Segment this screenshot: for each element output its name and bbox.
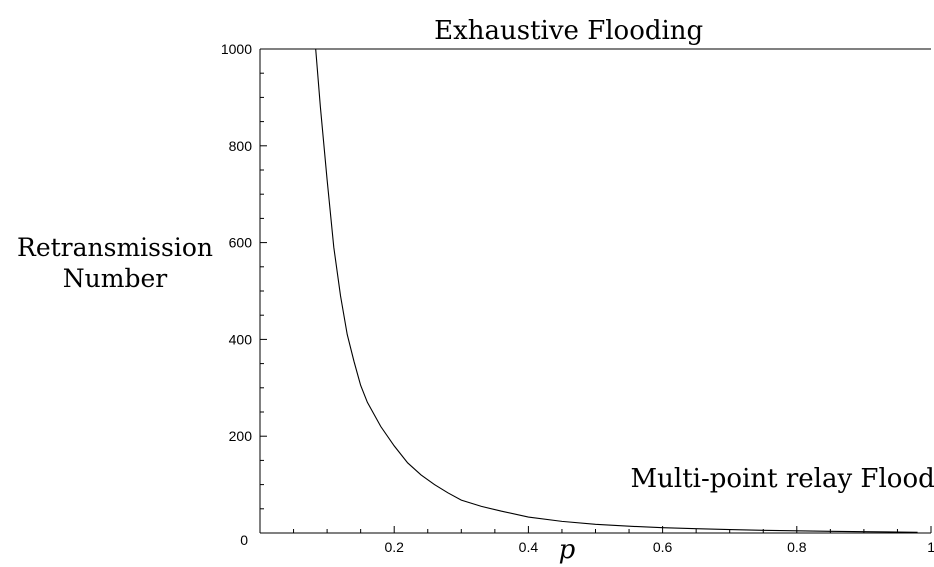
tick-labels: 0 0.2 0.4 0.6 0.8 1 200 400 600 800 1000 [221, 41, 934, 555]
series-lines [260, 48, 931, 533]
y-tick-label: 400 [229, 331, 253, 347]
y-tick-label: 800 [229, 138, 253, 154]
series-line-2 [315, 48, 918, 533]
y-tick-label: 1000 [221, 41, 252, 57]
ticks [260, 48, 932, 533]
y-tick-label: 200 [229, 428, 253, 444]
series-labels: Exhaustive Flooding Multi-point relay Flo… [434, 16, 934, 494]
series-label-1: Exhaustive Flooding [434, 16, 703, 46]
series-label-2: Multi-point relay Flooding [631, 464, 934, 494]
x-tick-label: 0.4 [519, 539, 539, 555]
y-axis-label-line-1: Retransmission [17, 233, 213, 262]
y-tick-label: 600 [229, 235, 253, 251]
axis-labels: p Retransmission Number [17, 233, 576, 565]
x-tick-label: 0.8 [787, 539, 807, 555]
x-axis-label: p [559, 535, 576, 565]
x-tick-label: 0.6 [653, 539, 673, 555]
x-tick-label: 0.2 [384, 539, 404, 555]
y-axis-label-line-2: Number [63, 264, 167, 293]
x-tick-label: 0 [240, 532, 248, 548]
axes [259, 49, 931, 534]
x-tick-label: 1 [927, 539, 934, 555]
